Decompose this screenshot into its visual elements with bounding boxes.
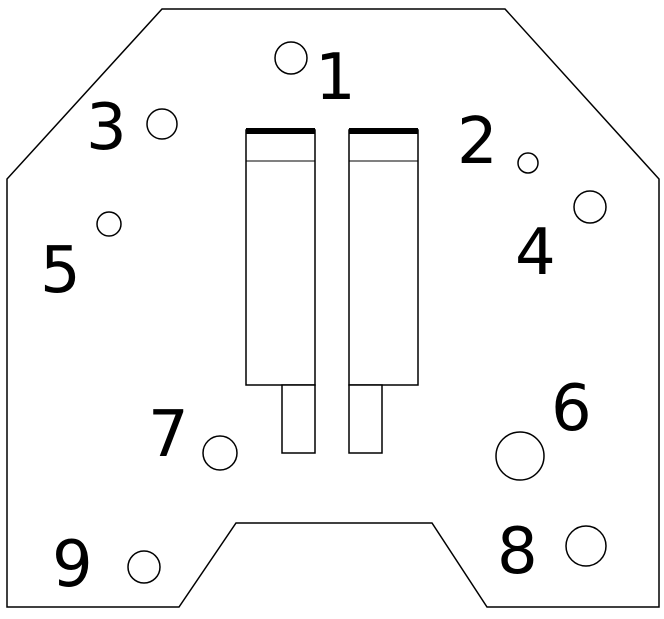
right-slot-block xyxy=(348,128,419,454)
hole-1 xyxy=(274,41,308,75)
left-slot-cap xyxy=(246,128,315,134)
hole-4 xyxy=(573,190,607,224)
label-8: 8 xyxy=(497,515,538,589)
label-5: 5 xyxy=(40,234,81,308)
left-slot-block xyxy=(245,128,316,454)
hole-7 xyxy=(202,435,238,471)
left-slot-pin xyxy=(281,384,316,454)
label-6: 6 xyxy=(551,372,592,446)
hole-6 xyxy=(495,431,545,481)
left-slot-body xyxy=(245,129,316,386)
hole-8 xyxy=(565,525,607,567)
right-slot-cap xyxy=(349,128,418,134)
right-slot-pin xyxy=(348,384,383,454)
label-4: 4 xyxy=(515,216,556,290)
label-3: 3 xyxy=(86,91,127,165)
label-7: 7 xyxy=(148,398,189,472)
hole-9 xyxy=(127,550,161,584)
hole-5 xyxy=(96,211,122,237)
hole-2 xyxy=(517,152,539,174)
label-1: 1 xyxy=(315,41,356,115)
label-9: 9 xyxy=(52,528,93,602)
right-slot-body xyxy=(348,129,419,386)
hole-3 xyxy=(146,108,178,140)
label-2: 2 xyxy=(457,105,498,179)
